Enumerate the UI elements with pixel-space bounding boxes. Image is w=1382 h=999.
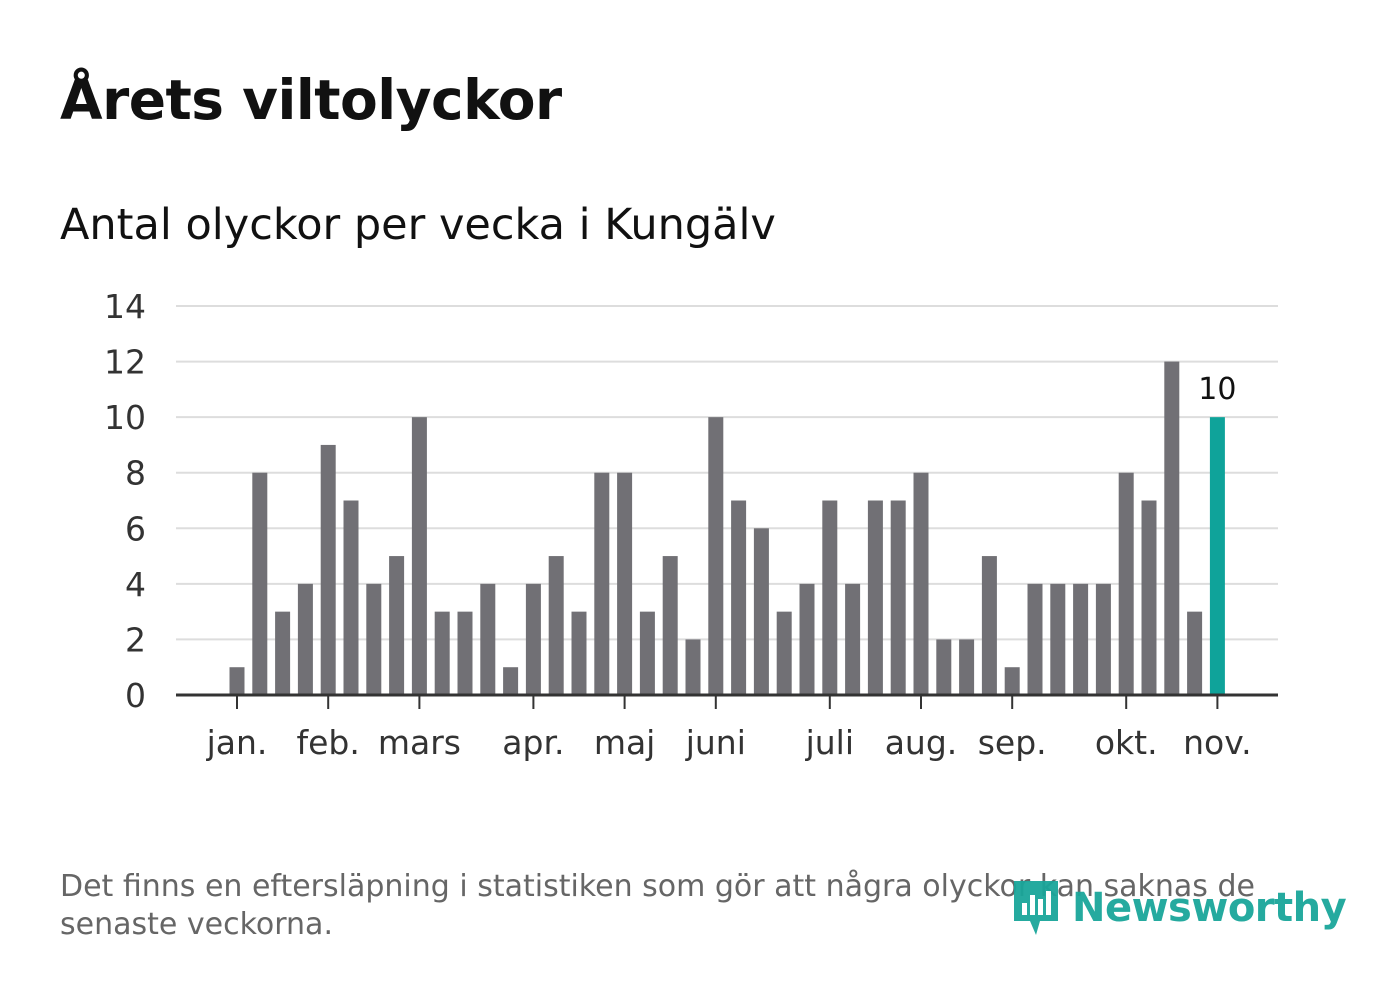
bar <box>959 639 975 695</box>
x-axis-ticks: jan. feb. mars apr. maj juni juli aug. sep. okt. n… <box>206 695 1252 762</box>
bar <box>799 583 815 695</box>
y-tick-label: 4 <box>125 565 146 604</box>
bar <box>411 417 427 695</box>
bar <box>1050 583 1066 695</box>
bar <box>776 611 792 695</box>
bar <box>639 611 655 695</box>
bar <box>845 583 861 695</box>
bar <box>731 500 747 695</box>
bar <box>320 444 336 695</box>
bar <box>594 472 610 695</box>
bar <box>275 611 291 695</box>
highlight-data-label: 10 <box>1198 372 1236 407</box>
bar <box>525 583 541 695</box>
x-tick-label: aug. <box>885 723 958 762</box>
y-tick-label: 6 <box>125 509 146 548</box>
bar-highlight <box>1209 417 1225 695</box>
bar-chart: 0 2 4 6 8 10 12 14 jan. feb. mars apr. maj juni juli a… <box>104 287 1278 762</box>
bar <box>503 667 519 695</box>
bar <box>1073 583 1089 695</box>
y-tick-label: 2 <box>125 620 146 659</box>
bar <box>571 611 587 695</box>
x-tick-label: sep. <box>978 723 1047 762</box>
bar <box>1095 583 1111 695</box>
bar <box>252 472 268 695</box>
x-tick-label: juli <box>805 723 854 762</box>
x-tick-label: jan. <box>206 723 268 762</box>
x-tick-label: maj <box>594 723 656 762</box>
bar <box>867 500 883 695</box>
bar <box>981 556 997 695</box>
x-tick-label: nov. <box>1183 723 1252 762</box>
bar <box>753 528 769 695</box>
y-tick-label: 12 <box>104 343 146 382</box>
bar <box>389 556 405 695</box>
chart-title: Årets viltolyckor <box>60 68 562 132</box>
bar <box>1164 361 1180 695</box>
bars <box>229 361 1225 695</box>
chart-subtitle: Antal olyckor per vecka i Kungälv <box>60 200 776 250</box>
y-tick-label: 0 <box>125 676 146 715</box>
x-tick-label: mars <box>378 723 461 762</box>
x-tick-label: juni <box>685 723 746 762</box>
bar <box>1027 583 1043 695</box>
bar <box>1187 611 1203 695</box>
y-tick-label: 8 <box>125 454 146 493</box>
bar <box>1141 500 1157 695</box>
bar <box>685 639 701 695</box>
gridlines <box>176 305 1278 641</box>
y-axis-ticks: 0 2 4 6 8 10 12 14 <box>104 287 146 715</box>
bar <box>890 500 906 695</box>
bar <box>822 500 838 695</box>
x-tick-label: feb. <box>297 723 360 762</box>
bar <box>229 667 245 695</box>
bar <box>708 417 724 695</box>
brand-name: Newsworthy <box>1072 885 1347 931</box>
bar <box>548 556 564 695</box>
bar <box>480 583 496 695</box>
bar <box>457 611 473 695</box>
data-labels: 10 <box>1198 372 1236 407</box>
bar <box>366 583 382 695</box>
newsworthy-logo-icon <box>1014 881 1058 935</box>
bar <box>297 583 313 695</box>
bar <box>936 639 952 695</box>
bar <box>662 556 678 695</box>
bar <box>343 500 359 695</box>
bar <box>913 472 929 695</box>
x-tick-label: apr. <box>502 723 564 762</box>
bar <box>617 472 633 695</box>
x-tick-label: okt. <box>1095 723 1158 762</box>
bar <box>1004 667 1020 695</box>
y-tick-label: 14 <box>104 287 146 326</box>
brand-logo: Newsworthy <box>1010 876 1347 940</box>
y-tick-label: 10 <box>104 398 146 437</box>
bar <box>434 611 450 695</box>
bar <box>1118 472 1134 695</box>
